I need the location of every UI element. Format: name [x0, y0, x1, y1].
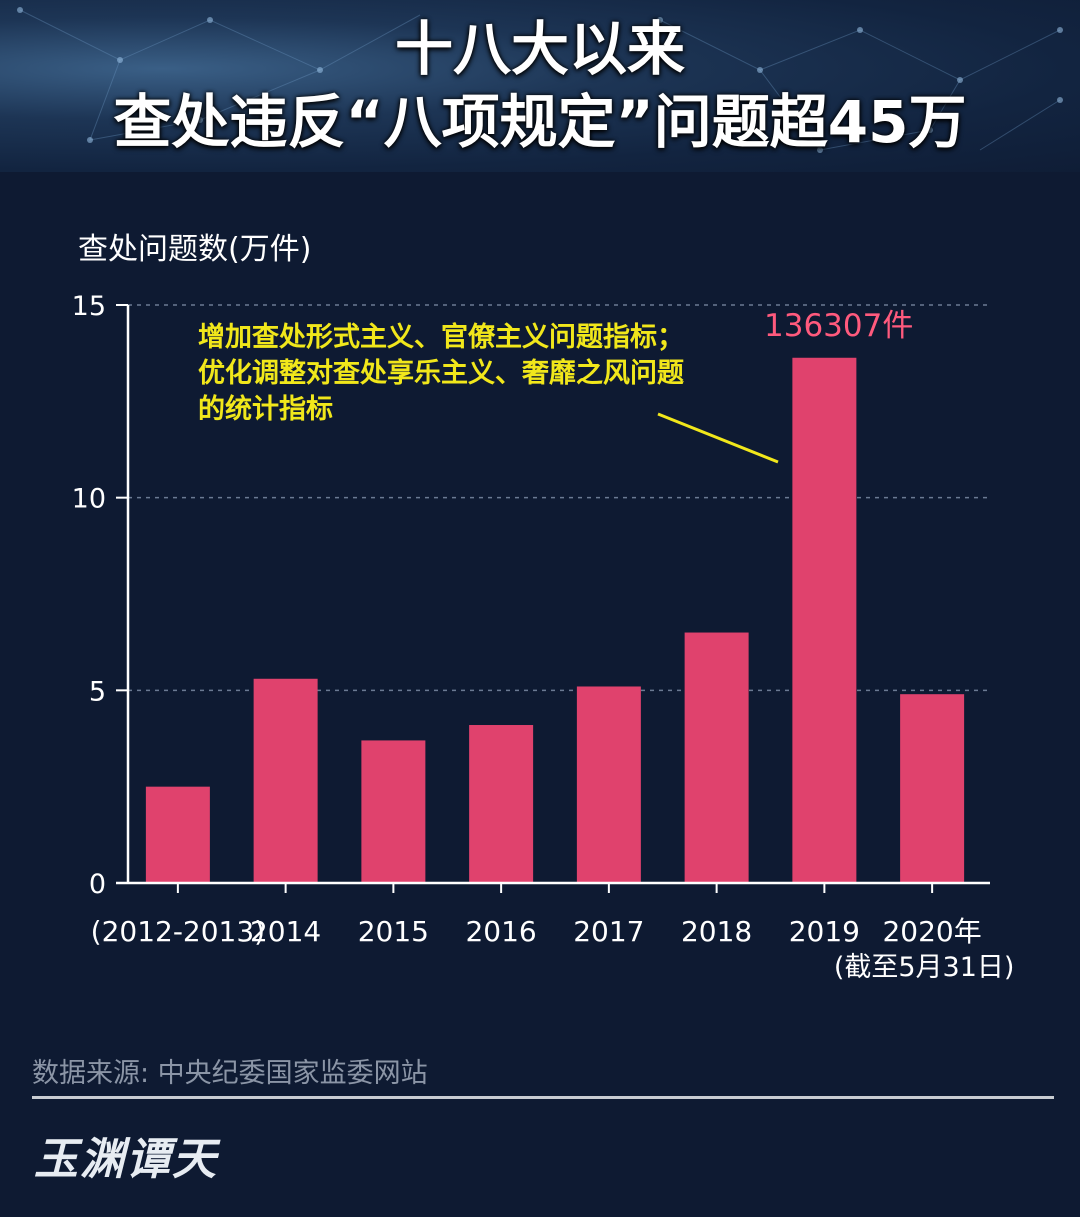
bar-2014	[253, 678, 318, 883]
y-tick-label: 10	[72, 484, 106, 515]
annotation-text: 增加查处形式主义、官僚主义问题指标； 优化调整对查处享乐主义、奢靡之风问题 的统…	[198, 320, 758, 428]
bar-2017	[576, 686, 641, 883]
annotation-line-3: 的统计指标	[198, 394, 333, 425]
annotation-line-2: 优化调整对查处享乐主义、奢靡之风问题	[198, 358, 684, 389]
x-tick-sublabel: (截至5月31日)	[834, 952, 1015, 983]
axes: 0 5 10 15 (2012-2013)2014 2015 2016 2017 2018 201…	[72, 291, 1015, 983]
x-tick-label: 2015	[358, 915, 429, 948]
y-tick-label: 0	[89, 869, 106, 900]
y-axis-label: 查处问题数(万件)	[78, 232, 312, 267]
y-tick-label: 5	[89, 676, 106, 707]
x-tick-label: (2012-2013)	[91, 915, 265, 948]
y-tick-label: 15	[72, 291, 106, 322]
peak-value-label: 136307件	[764, 308, 914, 344]
x-tick-label: 2020年	[882, 915, 981, 948]
x-tick-label: 2019	[789, 915, 860, 948]
annotation-line-1: 增加查处形式主义、官僚主义问题指标；	[198, 322, 684, 353]
brand-logo: 玉渊谭天	[34, 1134, 218, 1185]
annotation-pointer-line	[657, 412, 779, 464]
bar-2015	[361, 740, 426, 883]
network-background	[17, 7, 1063, 153]
x-tick-label: 2018	[681, 915, 752, 948]
bar-2016	[469, 725, 534, 883]
chart-title-line1: 十八大以来	[394, 15, 685, 83]
data-source: 数据来源: 中央纪委国家监委网站	[32, 1058, 428, 1089]
chart-title-line2: 查处违反“八项规定”问题超45万	[113, 88, 967, 156]
x-tick-label: 2014	[250, 915, 321, 948]
bar-2019	[792, 357, 857, 884]
bar-2020年	[900, 694, 965, 883]
x-tick-label: 2016	[465, 915, 536, 948]
bar-(2012-2013)	[145, 786, 210, 883]
title-banner: 十八大以来 查处违反“八项规定”问题超45万	[0, 0, 1080, 172]
divider	[32, 1096, 1054, 1099]
bar-2018	[684, 632, 749, 883]
bars	[145, 357, 965, 884]
x-tick-label: 2017	[573, 915, 644, 948]
